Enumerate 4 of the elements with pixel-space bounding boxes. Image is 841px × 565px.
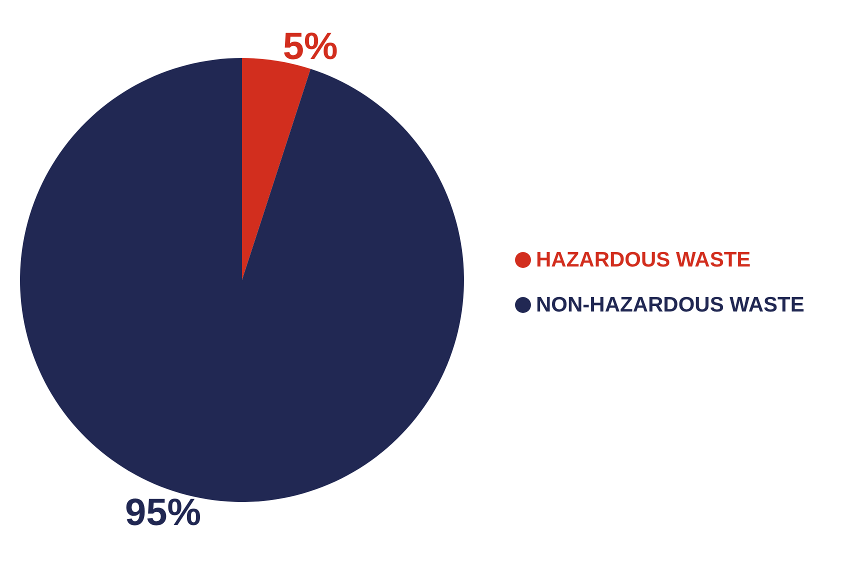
legend-label: NON-HAZARDOUS WASTE — [536, 294, 804, 316]
legend-label: HAZARDOUS WASTE — [536, 248, 751, 272]
data-label: 5% — [282, 26, 338, 68]
data-label: 95% — [125, 492, 202, 534]
